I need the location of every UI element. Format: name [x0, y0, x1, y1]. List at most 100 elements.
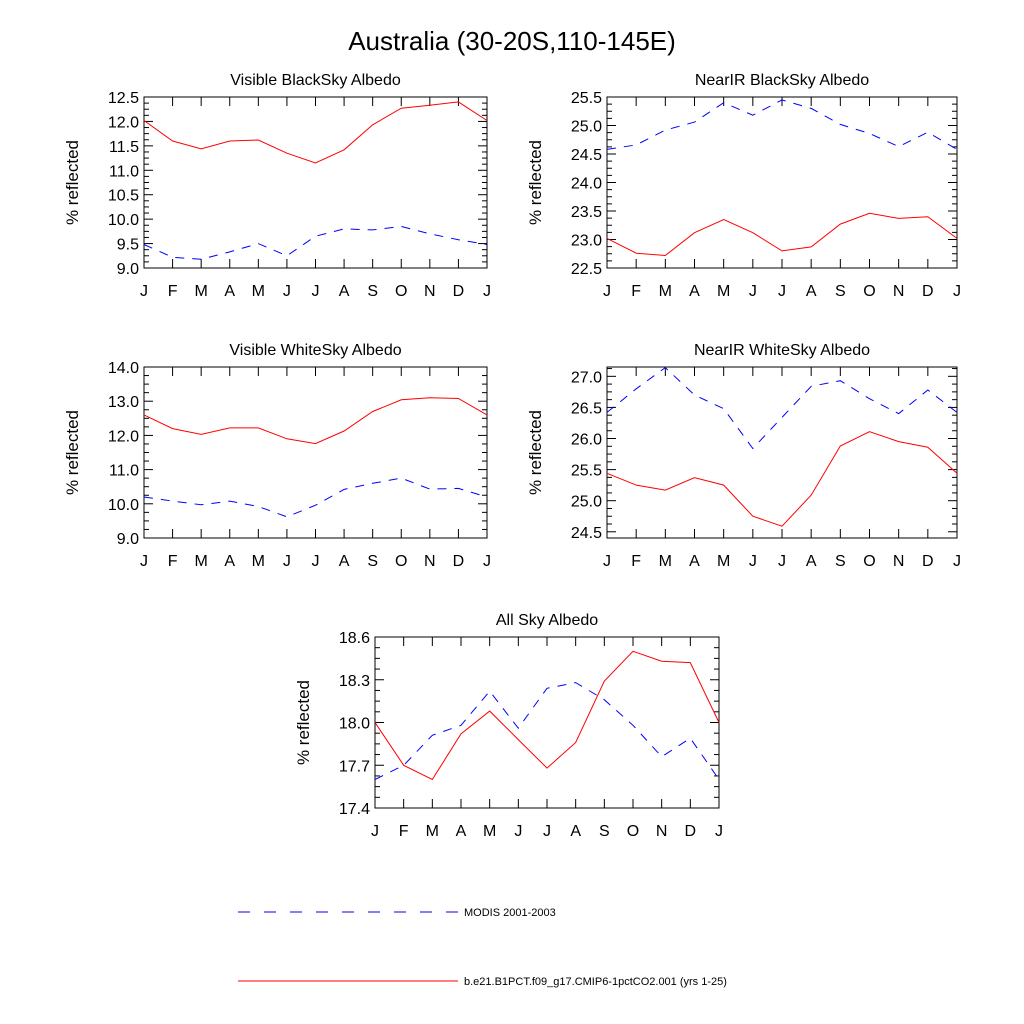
plot-frame	[606, 96, 958, 269]
series-line-modis	[606, 366, 958, 450]
x-tick-label: N	[424, 553, 436, 570]
x-tick-label: J	[749, 553, 757, 570]
y-tick-label: 25.5	[571, 90, 602, 107]
x-tick-label: J	[715, 823, 723, 840]
x-tick-label: D	[922, 283, 934, 300]
x-tick-label: J	[483, 283, 491, 300]
y-tick-label: 17.7	[339, 758, 370, 775]
x-tick-label: O	[863, 553, 875, 570]
x-tick-label: S	[367, 283, 378, 300]
series-line-modis	[143, 225, 488, 260]
y-tick-label: 10.5	[108, 188, 139, 205]
x-tick-label: M	[659, 283, 672, 300]
y-tick-label: 18.0	[339, 716, 370, 733]
x-tick-label: J	[514, 823, 522, 840]
x-tick-label: M	[717, 283, 730, 300]
plot-frame	[143, 96, 488, 269]
x-tick-label: M	[717, 553, 730, 570]
x-tick-label: S	[835, 553, 846, 570]
x-tick-label: J	[483, 553, 491, 570]
x-tick-label: O	[395, 283, 407, 300]
series-line-model	[143, 101, 488, 164]
y-axis-label: % reflected	[63, 140, 82, 225]
y-tick-label: 11.0	[109, 163, 139, 180]
x-tick-label: M	[426, 823, 439, 840]
x-tick-label: A	[224, 553, 235, 570]
series-line-model	[606, 212, 958, 257]
y-tick-label: 26.0	[571, 432, 602, 449]
y-tick-label: 9.0	[117, 531, 139, 548]
series-line-modis	[374, 682, 720, 780]
plot-frame	[374, 636, 720, 809]
x-tick-label: M	[252, 553, 265, 570]
y-tick-label: 17.4	[339, 801, 370, 818]
y-axis-label: % reflected	[526, 410, 545, 495]
x-tick-label: J	[778, 283, 786, 300]
x-tick-label: J	[749, 283, 757, 300]
y-tick-label: 26.5	[571, 400, 602, 417]
x-tick-label: J	[312, 283, 320, 300]
y-tick-label: 22.5	[571, 261, 602, 278]
y-tick-label: 27.0	[571, 369, 602, 386]
x-tick-label: A	[570, 823, 581, 840]
panel-title: Visible BlackSky Albedo	[230, 72, 401, 89]
x-tick-label: J	[953, 283, 961, 300]
x-tick-label: D	[453, 283, 465, 300]
x-tick-label: N	[893, 553, 905, 570]
x-tick-label: A	[339, 553, 350, 570]
panel-title: All Sky Albedo	[496, 612, 598, 629]
series-line-model	[143, 397, 488, 445]
legend: MODIS 2001-2003 b.e21.B1PCT.f09_g17.CMIP…	[238, 907, 727, 988]
y-tick-label: 23.0	[571, 233, 602, 250]
x-tick-label: N	[893, 283, 905, 300]
x-tick-label: M	[195, 553, 208, 570]
x-tick-label: J	[603, 553, 611, 570]
x-tick-label: F	[631, 283, 641, 300]
y-tick-label: 11.5	[109, 139, 139, 156]
legend-label-model: b.e21.B1PCT.f09_g17.CMIP6-1pctCO2.001 (y…	[464, 976, 727, 988]
x-tick-label: S	[367, 553, 378, 570]
y-tick-label: 23.5	[571, 204, 602, 221]
y-tick-label: 24.5	[571, 525, 602, 542]
x-tick-label: J	[603, 283, 611, 300]
plot-frame	[606, 366, 958, 539]
y-tick-label: 12.0	[108, 114, 139, 131]
series-line-model	[374, 650, 720, 781]
x-tick-label: F	[168, 553, 178, 570]
x-tick-label: M	[195, 283, 208, 300]
x-tick-label: A	[689, 283, 700, 300]
x-tick-label: O	[627, 823, 639, 840]
y-tick-label: 10.0	[108, 497, 139, 514]
panel-title: NearIR WhiteSky Albedo	[694, 342, 870, 359]
x-tick-label: A	[456, 823, 467, 840]
x-tick-label: D	[685, 823, 697, 840]
x-tick-label: J	[371, 823, 379, 840]
x-tick-label: J	[140, 553, 148, 570]
x-tick-label: S	[599, 823, 610, 840]
y-tick-label: 13.0	[108, 394, 139, 411]
y-tick-label: 18.3	[339, 673, 370, 690]
x-tick-label: A	[806, 553, 817, 570]
y-tick-label: 24.0	[571, 176, 602, 193]
x-tick-label: J	[140, 283, 148, 300]
y-tick-label: 12.5	[108, 90, 139, 107]
y-axis-label: % reflected	[294, 680, 313, 765]
y-axis-label: % reflected	[63, 410, 82, 495]
x-tick-label: F	[399, 823, 409, 840]
x-tick-label: M	[483, 823, 496, 840]
plot-frame	[143, 366, 488, 539]
x-tick-label: J	[953, 553, 961, 570]
series-line-modis	[143, 477, 488, 518]
series-line-model	[606, 431, 958, 527]
legend-label-modis: MODIS 2001-2003	[464, 907, 556, 919]
x-tick-label: A	[224, 283, 235, 300]
x-tick-label: M	[659, 553, 672, 570]
x-tick-label: S	[835, 283, 846, 300]
y-tick-label: 10.0	[108, 212, 139, 229]
x-tick-label: N	[424, 283, 436, 300]
